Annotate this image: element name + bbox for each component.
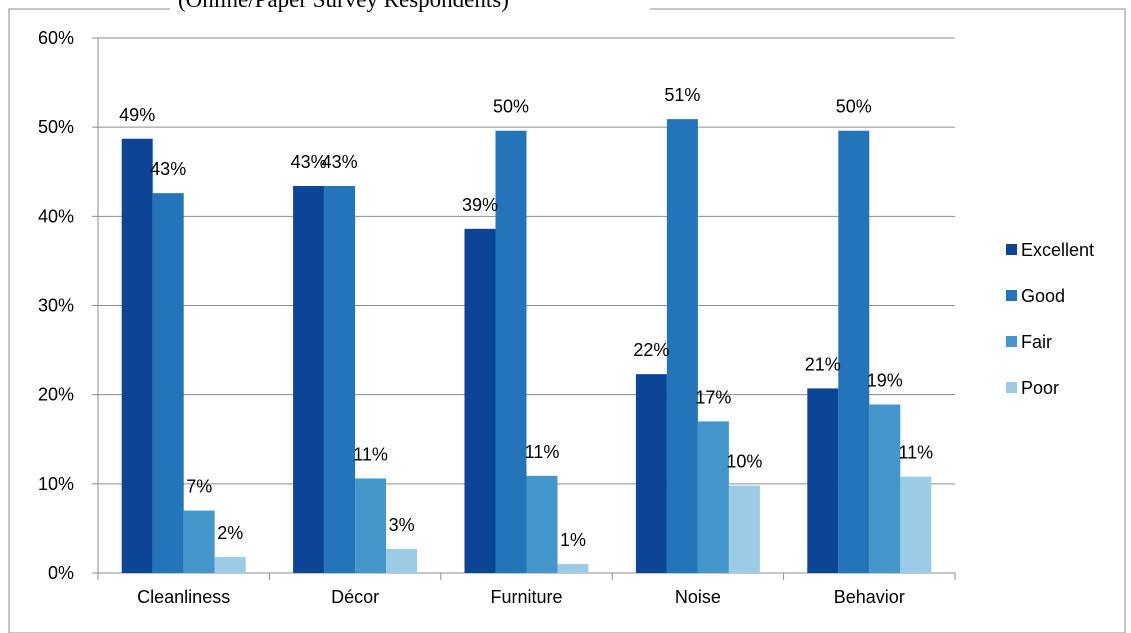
x-category-label: Behavior — [834, 587, 905, 607]
y-tick-label: 30% — [38, 296, 74, 316]
bars — [121, 119, 932, 574]
x-category-label: Décor — [331, 587, 379, 607]
data-label: 50% — [836, 97, 872, 117]
legend-swatch-good — [1006, 290, 1017, 301]
bar-poor — [214, 556, 246, 573]
data-label: 50% — [493, 97, 529, 117]
bar-fair — [869, 404, 901, 573]
data-label: 1% — [560, 530, 586, 550]
data-label: 19% — [867, 370, 903, 390]
data-label: 49% — [119, 105, 155, 125]
bar-excellent — [807, 388, 839, 573]
bar-excellent — [121, 138, 153, 573]
data-label: 22% — [633, 340, 669, 360]
bar-good — [666, 119, 698, 574]
data-label: 43% — [150, 159, 186, 179]
data-label: 21% — [805, 354, 841, 374]
x-category-label: Furniture — [490, 587, 562, 607]
data-label: 51% — [664, 85, 700, 105]
y-tick-label: 50% — [38, 117, 74, 137]
bar-excellent — [464, 228, 496, 574]
legend-label: Excellent — [1021, 240, 1094, 260]
bar-excellent — [635, 374, 667, 573]
bar-good — [324, 186, 356, 573]
data-label: 43% — [291, 152, 327, 172]
legend-swatch-excellent — [1006, 244, 1017, 255]
y-tick-label: 60% — [38, 28, 74, 48]
x-category-label: Noise — [675, 587, 721, 607]
data-label: 11% — [898, 443, 933, 463]
subtitle-mask — [170, 0, 650, 12]
y-axis-ticks: 0% 10% 20% 30% 40% 50% 60% — [38, 28, 74, 583]
y-tick-label: 20% — [38, 385, 74, 405]
legend-label: Poor — [1021, 378, 1059, 398]
data-label: 11% — [525, 442, 560, 462]
bar-poor — [728, 485, 760, 573]
x-axis-categories: Cleanliness Décor Furniture Noise Behavior — [137, 587, 905, 607]
bar-good — [152, 193, 184, 573]
x-category-label: Cleanliness — [137, 587, 230, 607]
bar-good — [838, 130, 870, 573]
bar-excellent — [293, 186, 325, 573]
data-label: 17% — [695, 387, 731, 407]
data-label: 2% — [217, 523, 243, 543]
bar-fair — [697, 421, 729, 573]
legend-swatch-fair — [1006, 336, 1017, 347]
data-label: 7% — [186, 477, 212, 497]
legend-label: Fair — [1021, 332, 1052, 352]
y-tick-label: 0% — [48, 563, 74, 583]
bar-poor — [900, 476, 932, 573]
chart-subtitle: (Online/Paper Survey Respondents) — [178, 0, 509, 12]
bar-poor — [557, 564, 589, 573]
legend: Excellent Good Fair Poor — [1006, 240, 1094, 398]
data-label: 43% — [322, 152, 358, 172]
legend-swatch-poor — [1006, 382, 1017, 393]
bar-poor — [386, 548, 418, 573]
bar-fair — [526, 475, 558, 573]
data-label: 10% — [726, 452, 762, 472]
data-label: 3% — [389, 515, 415, 535]
bar-fair — [355, 478, 387, 573]
data-label: 11% — [353, 444, 388, 464]
y-tick-label: 10% — [38, 474, 74, 494]
bar-good — [495, 130, 527, 573]
y-tick-label: 40% — [38, 206, 74, 226]
data-labels: 49%43%7%2%43%43%11%3%39%50%11%1%22%51%17… — [119, 85, 933, 550]
bar-fair — [183, 510, 215, 573]
data-label: 39% — [462, 195, 498, 215]
legend-label: Good — [1021, 286, 1065, 306]
